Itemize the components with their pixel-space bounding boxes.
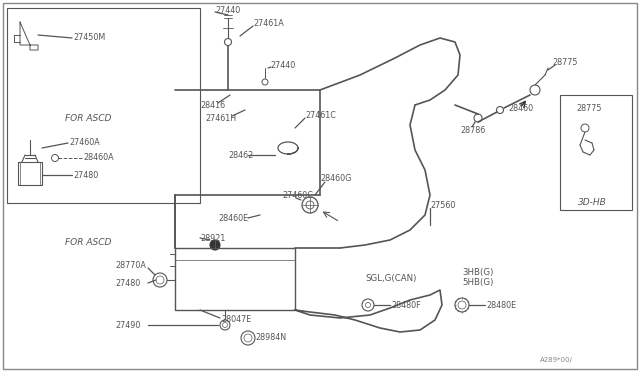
Text: 27480: 27480 [73,170,99,180]
Text: SGL,G(CAN): SGL,G(CAN) [365,273,417,282]
Text: 27460C: 27460C [282,190,313,199]
Text: 27461C: 27461C [305,110,336,119]
Text: 27440: 27440 [215,6,240,15]
Text: 28460E: 28460E [218,214,248,222]
Text: 28462: 28462 [228,151,253,160]
Text: 28775: 28775 [576,103,602,112]
Text: 27480: 27480 [115,279,140,288]
Text: 27490: 27490 [115,321,140,330]
Text: A289*00/: A289*00/ [540,357,573,363]
Text: 27450M: 27450M [73,32,105,42]
Bar [7,8,200,203]
Text: 28047E: 28047E [221,315,252,324]
Bar [560,95,632,210]
Circle shape [210,240,220,250]
Text: 27460A: 27460A [69,138,100,147]
Text: 28984N: 28984N [255,334,286,343]
Text: 27461H: 27461H [205,113,236,122]
Text: FOR ASCD: FOR ASCD [65,113,111,122]
Text: 28786: 28786 [460,125,485,135]
Text: 28921: 28921 [200,234,225,243]
Text: 3HB(G): 3HB(G) [462,267,493,276]
Text: 28460: 28460 [508,103,533,112]
Text: 28460G: 28460G [320,173,351,183]
Text: 28770A: 28770A [115,260,146,269]
Text: 5HB(G): 5HB(G) [462,278,493,286]
Text: 28775: 28775 [552,58,577,67]
Text: 28460A: 28460A [83,153,114,161]
Text: 28480F: 28480F [391,301,420,310]
Text: 3D-HB: 3D-HB [578,198,607,206]
Text: 27461A: 27461A [253,19,284,28]
Text: 27560: 27560 [430,201,456,209]
Text: 28416: 28416 [200,100,225,109]
Text: 28480E: 28480E [486,301,516,310]
Text: 27440: 27440 [270,61,295,70]
Text: FOR ASCD: FOR ASCD [65,237,111,247]
